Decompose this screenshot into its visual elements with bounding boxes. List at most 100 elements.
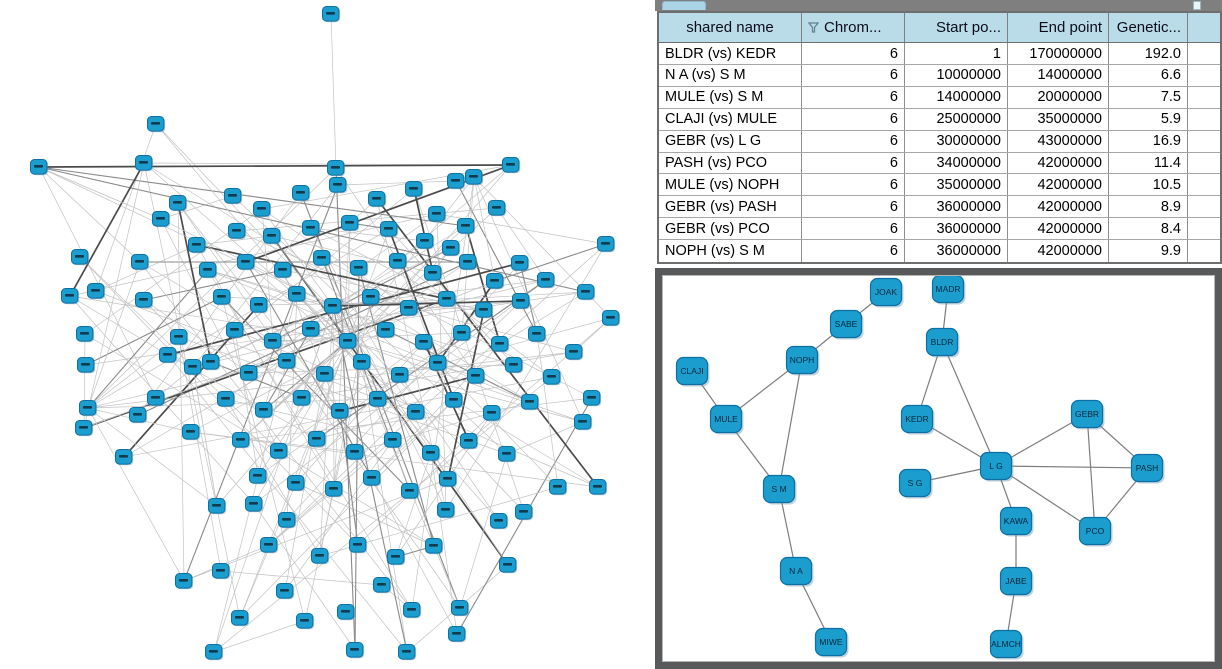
network-node[interactable] bbox=[231, 610, 250, 627]
network-node[interactable] bbox=[147, 390, 166, 407]
network-node[interactable] bbox=[339, 333, 358, 350]
network-node[interactable] bbox=[331, 403, 350, 420]
network-node[interactable] bbox=[75, 420, 94, 437]
network-node[interactable] bbox=[512, 293, 531, 310]
network-node-MIWE[interactable]: MIWE bbox=[814, 627, 849, 658]
network-node[interactable] bbox=[264, 333, 283, 350]
network-node[interactable] bbox=[467, 368, 486, 385]
network-node[interactable] bbox=[490, 513, 509, 530]
table-row[interactable]: MULE (vs) S M 6 14000000 20000000 7.5 bbox=[659, 86, 1220, 109]
network-node[interactable] bbox=[363, 470, 382, 487]
network-node[interactable] bbox=[502, 157, 521, 174]
network-node[interactable] bbox=[511, 255, 530, 272]
network-node-ALMCH[interactable]: ALMCH bbox=[989, 629, 1024, 660]
network-edge-GEBR-PCO[interactable] bbox=[1086, 413, 1096, 532]
network-node[interactable] bbox=[448, 626, 467, 643]
table-row[interactable]: CLAJI (vs) MULE 6 25000000 35000000 5.9 bbox=[659, 108, 1220, 131]
network-node[interactable] bbox=[574, 414, 593, 431]
network-node[interactable] bbox=[135, 292, 154, 309]
main-network-view[interactable] bbox=[0, 0, 652, 669]
network-node[interactable] bbox=[491, 336, 510, 353]
network-node[interactable] bbox=[498, 446, 517, 463]
network-node[interactable] bbox=[451, 600, 470, 617]
table-row[interactable]: GEBR (vs) PCO 6 36000000 42000000 8.4 bbox=[659, 218, 1220, 241]
network-node[interactable] bbox=[391, 367, 410, 384]
network-node[interactable] bbox=[329, 177, 348, 194]
network-node[interactable] bbox=[422, 445, 441, 462]
network-node[interactable] bbox=[453, 325, 472, 342]
network-node[interactable] bbox=[237, 254, 256, 271]
network-node[interactable] bbox=[346, 444, 365, 461]
network-node[interactable] bbox=[253, 201, 272, 218]
network-node[interactable] bbox=[232, 432, 251, 449]
network-edge-NOPH-SM[interactable] bbox=[778, 359, 803, 490]
network-node-SABE[interactable]: SABE bbox=[829, 309, 864, 340]
network-node[interactable] bbox=[184, 359, 203, 376]
network-node-PASH[interactable]: PASH bbox=[1130, 453, 1165, 484]
network-node-JOAK[interactable]: JOAK bbox=[869, 277, 904, 308]
detail-network-view[interactable]: JOAK SABE NOPH CLAJI MULE S M N A MIWE MADR BLDR K… bbox=[662, 275, 1215, 662]
network-node[interactable] bbox=[475, 302, 494, 319]
network-node-KAWA[interactable]: KAWA bbox=[999, 506, 1034, 537]
network-node[interactable] bbox=[429, 355, 448, 372]
network-node[interactable] bbox=[129, 407, 148, 424]
network-node[interactable] bbox=[505, 357, 524, 374]
network-node[interactable] bbox=[228, 223, 247, 240]
network-node[interactable] bbox=[380, 221, 399, 238]
network-node[interactable] bbox=[61, 288, 80, 305]
network-node[interactable] bbox=[369, 391, 388, 408]
network-node[interactable] bbox=[182, 424, 201, 441]
network-node[interactable] bbox=[169, 195, 188, 212]
network-node[interactable] bbox=[278, 512, 297, 529]
network-node[interactable] bbox=[438, 291, 457, 308]
network-node[interactable] bbox=[316, 366, 335, 383]
network-node-LG[interactable]: L G bbox=[979, 451, 1014, 482]
network-node[interactable] bbox=[188, 237, 207, 254]
table-row[interactable]: PASH (vs) PCO 6 34000000 42000000 11.4 bbox=[659, 152, 1220, 175]
network-node[interactable] bbox=[249, 468, 268, 485]
network-node[interactable] bbox=[486, 273, 505, 290]
network-node-SG[interactable]: S G bbox=[898, 468, 933, 499]
network-node[interactable] bbox=[384, 432, 403, 449]
network-node[interactable] bbox=[327, 160, 346, 177]
network-node[interactable] bbox=[407, 404, 426, 421]
network-node[interactable] bbox=[147, 116, 166, 133]
network-node-GEBR[interactable]: GEBR bbox=[1070, 399, 1105, 430]
network-node[interactable] bbox=[250, 297, 269, 314]
network-node-NOPH[interactable]: NOPH bbox=[785, 345, 820, 376]
network-node[interactable] bbox=[424, 265, 443, 282]
network-node-PCO[interactable]: PCO bbox=[1078, 516, 1113, 547]
column-header-sharedname[interactable]: shared name bbox=[659, 13, 802, 43]
network-node[interactable] bbox=[245, 496, 264, 513]
network-node[interactable] bbox=[398, 644, 417, 661]
network-node[interactable] bbox=[296, 613, 315, 630]
network-node[interactable] bbox=[447, 173, 466, 190]
network-node[interactable] bbox=[302, 321, 321, 338]
table-row[interactable]: GEBR (vs) L G 6 30000000 43000000 16.9 bbox=[659, 130, 1220, 153]
network-node[interactable] bbox=[465, 169, 484, 186]
network-node[interactable] bbox=[515, 504, 534, 521]
network-node[interactable] bbox=[115, 449, 134, 466]
network-node[interactable] bbox=[457, 218, 476, 235]
network-node[interactable] bbox=[135, 155, 154, 172]
network-node[interactable] bbox=[401, 483, 420, 500]
network-node[interactable] bbox=[202, 354, 221, 371]
network-node[interactable] bbox=[442, 240, 461, 257]
network-node[interactable] bbox=[217, 391, 236, 408]
network-node[interactable] bbox=[170, 329, 189, 346]
network-node[interactable] bbox=[577, 284, 596, 301]
column-header-genetic[interactable]: Genetic... bbox=[1109, 13, 1188, 43]
network-node-MADR[interactable]: MADR bbox=[931, 276, 966, 305]
network-node[interactable] bbox=[483, 405, 502, 422]
network-node[interactable] bbox=[322, 6, 341, 23]
network-node[interactable] bbox=[324, 298, 343, 315]
column-header-chrom[interactable]: Chrom... bbox=[802, 13, 905, 43]
network-node[interactable] bbox=[311, 548, 330, 565]
network-node[interactable] bbox=[346, 642, 365, 659]
network-node-SM[interactable]: S M bbox=[762, 474, 797, 505]
network-node-NA[interactable]: N A bbox=[779, 556, 814, 587]
network-node[interactable] bbox=[226, 322, 245, 339]
network-node[interactable] bbox=[77, 357, 96, 374]
network-node[interactable] bbox=[341, 215, 360, 232]
network-node[interactable] bbox=[428, 206, 447, 223]
